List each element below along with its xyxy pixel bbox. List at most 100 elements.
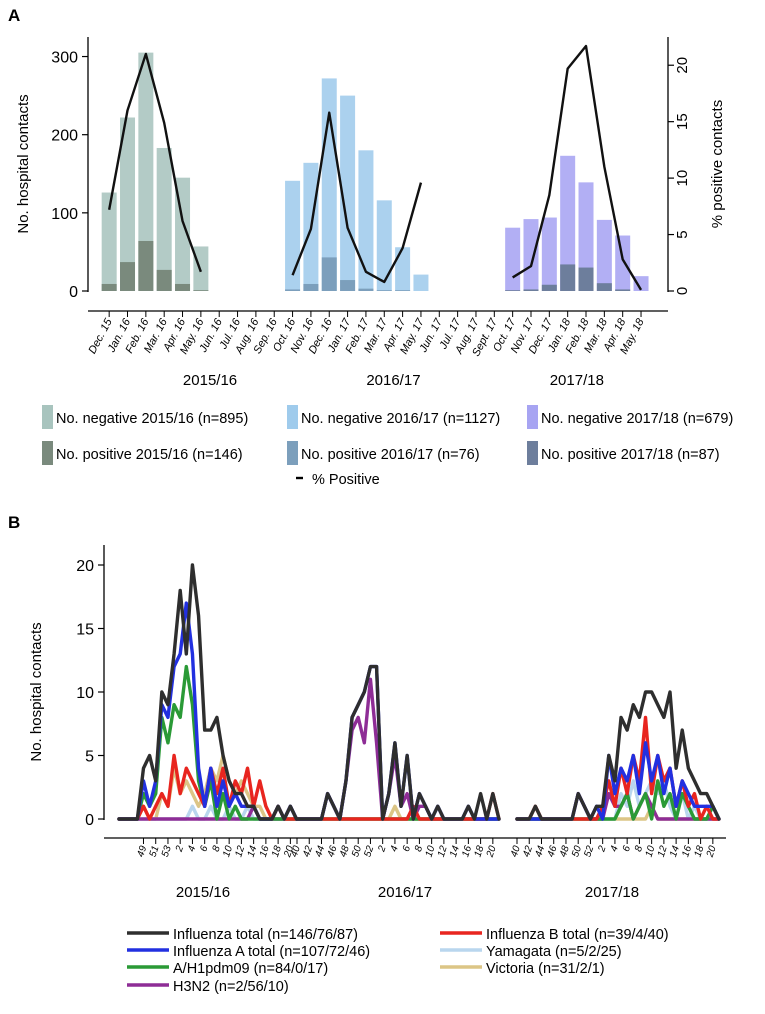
bar-pos-22-6 bbox=[615, 289, 631, 291]
week-label: 49 bbox=[135, 844, 149, 858]
y2-axis-title: % positive contacts bbox=[709, 100, 726, 228]
week-label: 16 bbox=[258, 844, 272, 858]
series-line-6-0 bbox=[117, 563, 299, 821]
legend-a-swatch bbox=[287, 441, 298, 465]
bar-pos-22-2 bbox=[541, 284, 557, 291]
b-y-tick-label: 5 bbox=[85, 749, 94, 766]
b-y-tick-label: 0 bbox=[85, 812, 94, 829]
week-label: 44 bbox=[533, 844, 547, 858]
y-tick-label-left: 300 bbox=[51, 50, 78, 67]
season-label: 2017/18 bbox=[550, 372, 604, 389]
season-label: 2015/16 bbox=[183, 372, 237, 389]
bar-neg-0-2 bbox=[138, 52, 154, 291]
panel-a-label: A bbox=[8, 6, 20, 25]
legend-b-label: Yamagata (n=5/2/25) bbox=[486, 944, 622, 960]
bar-neg-0-3 bbox=[156, 147, 172, 291]
legend-b-label: A/H1pdm09 (n=84/0/17) bbox=[173, 961, 328, 977]
week-label: 48 bbox=[558, 844, 572, 858]
y-tick-label-right: 15 bbox=[674, 113, 691, 130]
bar-neg-10-4 bbox=[358, 150, 374, 291]
week-label: 6 bbox=[198, 844, 210, 853]
legend-a-swatch bbox=[42, 441, 53, 465]
pct-positive-line-0 bbox=[107, 52, 202, 273]
pct-positive-line-1 bbox=[291, 111, 423, 284]
legend-a-label: No. positive 2016/17 (n=76) bbox=[301, 447, 480, 463]
week-label: 53 bbox=[160, 844, 174, 858]
week-label: 2 bbox=[376, 844, 389, 854]
week-label: 14 bbox=[448, 844, 462, 858]
legend-b-label: H3N2 (n=2/56/10) bbox=[173, 979, 289, 995]
b-y-axis-title: No. hospital contacts bbox=[28, 622, 45, 761]
panel-a-chart: 0 100 200 300 0 5 10 15 20 No. hospital contacts%… bbox=[15, 37, 726, 389]
week-label: 14 bbox=[668, 844, 682, 858]
week-label: 10 bbox=[221, 844, 235, 858]
y-tick-label-left: 0 bbox=[69, 284, 78, 301]
bar-neg-22-3 bbox=[560, 155, 576, 291]
week-label: 20 bbox=[704, 844, 718, 859]
week-label: 8 bbox=[413, 844, 425, 853]
bar-neg-10-6 bbox=[395, 247, 411, 291]
week-label: 40 bbox=[289, 844, 303, 858]
bar-neg-22-4 bbox=[578, 182, 594, 291]
bar-pos-22-4 bbox=[578, 267, 594, 291]
bar-pos-0-3 bbox=[156, 269, 172, 291]
week-label: 2 bbox=[174, 844, 187, 854]
bar-pos-22-3 bbox=[560, 264, 576, 291]
bar-pos-10-1 bbox=[303, 283, 319, 291]
week-label: 18 bbox=[270, 844, 284, 858]
week-label: 50 bbox=[350, 844, 364, 858]
week-label: 51 bbox=[148, 845, 162, 859]
y-tick-label-right: 0 bbox=[674, 287, 691, 295]
bar-pos-0-4 bbox=[175, 283, 191, 291]
panel-b-legend: Influenza total (n=146/76/87) Influenza B… bbox=[127, 927, 669, 995]
week-label: 10 bbox=[424, 844, 438, 858]
b-y-tick-label: 15 bbox=[76, 622, 94, 639]
week-label: 2 bbox=[596, 844, 609, 854]
y-tick-label-right: 5 bbox=[674, 230, 691, 238]
legend-b-label: Influenza A total (n=107/72/46) bbox=[173, 944, 370, 960]
bar-neg-22-2 bbox=[541, 217, 557, 291]
legend-b-label: Influenza total (n=146/76/87) bbox=[173, 927, 358, 943]
week-label: 8 bbox=[633, 844, 645, 853]
bar-neg-22-7 bbox=[633, 276, 649, 291]
series-line-6-1 bbox=[295, 664, 501, 821]
week-label: 12 bbox=[233, 844, 247, 858]
season-label: 2016/17 bbox=[366, 372, 420, 389]
bar-pos-22-5 bbox=[596, 283, 612, 291]
bar-neg-10-5 bbox=[376, 200, 392, 291]
week-label: 18 bbox=[693, 844, 707, 858]
bar-pos-10-4 bbox=[358, 288, 374, 291]
week-label: 16 bbox=[460, 844, 474, 858]
week-label: 42 bbox=[301, 844, 315, 858]
y-tick-label-left: 200 bbox=[51, 128, 78, 145]
bar-pos-10-5 bbox=[376, 290, 392, 291]
week-label: 4 bbox=[186, 844, 198, 853]
bar-pos-0-1 bbox=[120, 262, 136, 291]
week-label: 4 bbox=[389, 844, 401, 853]
bar-pos-10-0 bbox=[285, 289, 301, 291]
bar-neg-10-3 bbox=[340, 95, 356, 291]
legend-a-label: No. negative 2017/18 (n=679) bbox=[541, 411, 733, 427]
bar-neg-22-0 bbox=[505, 227, 521, 291]
bar-pos-0-0 bbox=[101, 283, 117, 291]
pct-positive-line-2 bbox=[512, 44, 643, 291]
week-label: 8 bbox=[211, 844, 223, 853]
week-label: 6 bbox=[401, 844, 413, 853]
legend-a-swatch bbox=[527, 405, 538, 429]
week-label: 44 bbox=[313, 844, 327, 858]
legend-a-label: No. positive 2015/16 (n=146) bbox=[56, 447, 243, 463]
legend-a-line-label: % Positive bbox=[312, 472, 380, 488]
y-tick-label-right: 10 bbox=[674, 170, 691, 187]
b-y-tick-label: 20 bbox=[76, 558, 94, 575]
legend-b-label: Influenza B total (n=39/4/40) bbox=[486, 927, 669, 943]
bar-neg-0-0 bbox=[101, 192, 117, 291]
b-season-label: 2016/17 bbox=[378, 884, 432, 901]
bar-pos-0-5 bbox=[193, 290, 209, 291]
week-label: 4 bbox=[609, 844, 621, 853]
legend-a-swatch bbox=[527, 441, 538, 465]
bar-pos-10-2 bbox=[321, 257, 337, 291]
bar-pos-0-2 bbox=[138, 240, 154, 291]
week-label: 6 bbox=[621, 844, 633, 853]
